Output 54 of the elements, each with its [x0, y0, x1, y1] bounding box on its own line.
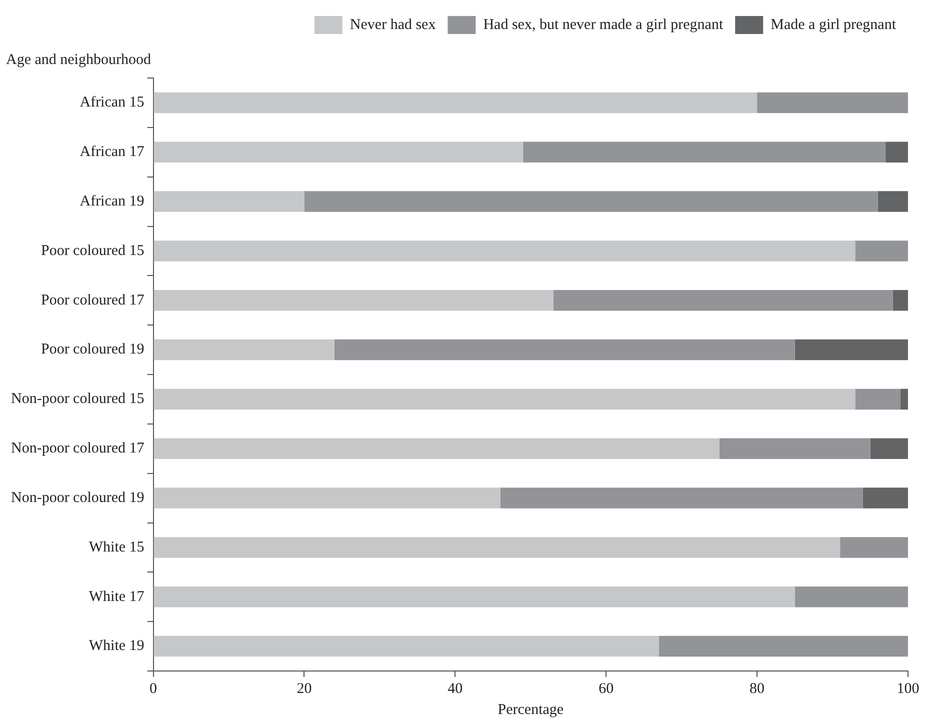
x-tick-label: 60 [598, 680, 614, 697]
bar [892, 290, 908, 311]
y-tick-label: African 15 [80, 94, 144, 111]
y-tick-label: Non-poor coloured 17 [10, 440, 145, 457]
bar [840, 537, 908, 558]
legend-label: Never had sex [350, 16, 436, 33]
x-tick-label: 0 [150, 680, 158, 697]
bar [154, 240, 856, 262]
bar [900, 388, 908, 410]
x-axis-title: Percentage [498, 702, 564, 718]
bar [154, 586, 795, 608]
bar [154, 636, 659, 657]
bar [154, 191, 304, 212]
x-tick-label: 100 [896, 680, 920, 697]
bar [154, 142, 524, 163]
bar [334, 339, 795, 360]
legend-label: Had sex, but never made a girl pregnant [483, 16, 724, 33]
y-tick-label: African 17 [80, 144, 145, 160]
bar [878, 191, 908, 212]
bar [757, 92, 908, 114]
bar [154, 438, 720, 460]
bar [855, 388, 900, 410]
y-tick-label: Poor coloured 15 [40, 242, 144, 259]
bar [794, 339, 908, 360]
y-tick-label: Non-poor coloured 15 [10, 391, 144, 408]
legend-label: Made a girl pregnant [770, 16, 897, 33]
bar [719, 438, 870, 460]
y-tick-label: White 19 [88, 638, 144, 654]
bar [794, 586, 908, 608]
bar [154, 339, 334, 360]
y-tick-label: White 17 [88, 588, 145, 605]
bar [523, 142, 886, 163]
y-tick-label: African 19 [80, 193, 144, 210]
y-tick-label: White 15 [88, 539, 144, 556]
bar [154, 537, 840, 558]
x-tick-label: 20 [296, 680, 312, 697]
bar [500, 488, 863, 508]
bar [304, 191, 878, 212]
bar [154, 290, 554, 311]
x-tick-label: 40 [448, 680, 463, 697]
bar [154, 92, 758, 114]
x-tick-label: 80 [750, 680, 765, 697]
bar [553, 290, 893, 311]
bar [870, 438, 908, 460]
bar [154, 388, 856, 410]
y-tick-label: Non-poor coloured 19 [10, 490, 144, 506]
bar [862, 488, 908, 508]
bar [658, 636, 908, 657]
y-tick-label: Poor coloured 19 [40, 342, 144, 358]
bar [885, 142, 908, 163]
bar [154, 488, 500, 508]
y-axis-title: Age and neighbourhood [6, 52, 152, 68]
bar [855, 240, 908, 262]
y-tick-label: Poor coloured 17 [40, 292, 145, 308]
